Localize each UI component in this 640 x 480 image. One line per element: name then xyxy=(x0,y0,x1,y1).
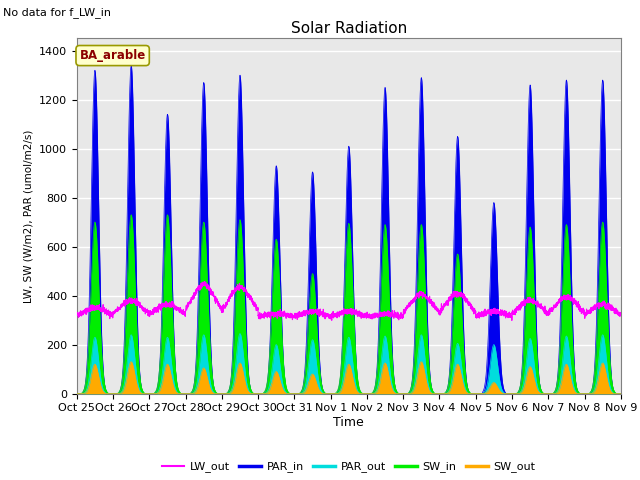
Title: Solar Radiation: Solar Radiation xyxy=(291,21,407,36)
Text: No data for f_LW_in: No data for f_LW_in xyxy=(3,7,111,18)
Legend: LW_out, PAR_in, PAR_out, SW_in, SW_out: LW_out, PAR_in, PAR_out, SW_in, SW_out xyxy=(158,457,540,477)
Text: BA_arable: BA_arable xyxy=(79,49,146,62)
Y-axis label: LW, SW (W/m2), PAR (umol/m2/s): LW, SW (W/m2), PAR (umol/m2/s) xyxy=(24,129,33,303)
X-axis label: Time: Time xyxy=(333,416,364,429)
